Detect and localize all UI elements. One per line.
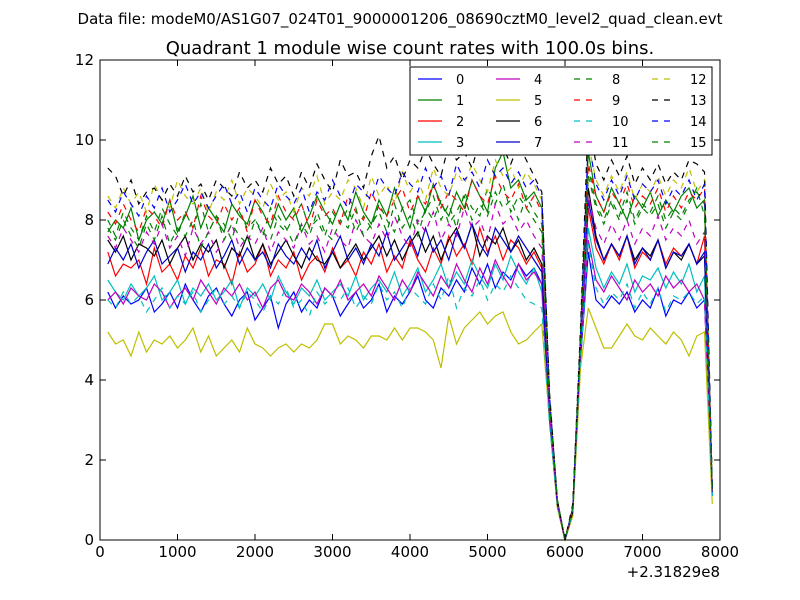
legend-label-2: 2 [456,115,464,130]
series-line-3 [107,227,713,541]
plot-area: 0 1000 2000 3000 4000 5000 6000 7000 80000246810… [75,51,739,561]
legend-label-15: 15 [690,136,707,151]
y-tick-label: 4 [84,371,94,389]
y-tick-label: 6 [84,291,94,309]
legend-label-9: 9 [612,94,620,109]
series-lines [107,115,713,543]
series-line-15 [107,175,713,541]
series-line-4 [107,239,713,541]
series-line-9 [107,163,713,541]
y-tick-label: 12 [75,51,94,69]
y-tick-label: 10 [75,131,94,149]
legend-label-5: 5 [534,94,542,109]
x-tick-label: 3000 [313,543,351,561]
series-line-11 [107,195,713,541]
x-tick-label: 7000 [623,543,661,561]
chart-title: Quadrant 1 module wise count rates with … [166,38,655,59]
series-line-14 [107,139,713,541]
legend-label-14: 14 [690,115,707,130]
series-line-7 [107,199,713,541]
series-line-10 [107,243,713,541]
legend-label-13: 13 [690,94,707,109]
x-tick-label: 1000 [158,543,196,561]
legend-label-6: 6 [534,115,542,130]
legend-label-3: 3 [456,136,464,151]
y-tick-label: 2 [84,451,94,469]
legend-label-7: 7 [534,136,542,151]
legend-label-1: 1 [456,94,464,109]
x-tick-label: 4000 [391,543,429,561]
legend-label-0: 0 [456,73,464,88]
x-offset-label: +2.31829e8 [627,563,720,581]
x-tick-label: 5000 [468,543,506,561]
legend-label-11: 11 [612,136,629,151]
series-line-8 [107,167,713,541]
axis-ticks: 0 1000 2000 3000 4000 5000 6000 7000 80000246810… [75,51,739,561]
y-tick-label: 8 [84,211,94,229]
x-tick-label: 0 [95,543,105,561]
legend-label-12: 12 [690,73,707,88]
chart-suptitle: Data file: modeM0/AS1G07_024T01_90000012… [78,10,723,29]
series-line-13 [107,115,713,541]
x-tick-label: 2000 [236,543,274,561]
legend-box [409,66,713,156]
legend-label-8: 8 [612,73,620,88]
legend-label-10: 10 [612,115,629,130]
x-tick-label: 6000 [546,543,584,561]
x-tick-label: 8000 [701,543,739,561]
y-tick-label: 0 [84,531,94,549]
legend-label-4: 4 [534,73,542,88]
series-line-5 [107,307,713,543]
series-line-12 [107,143,713,541]
